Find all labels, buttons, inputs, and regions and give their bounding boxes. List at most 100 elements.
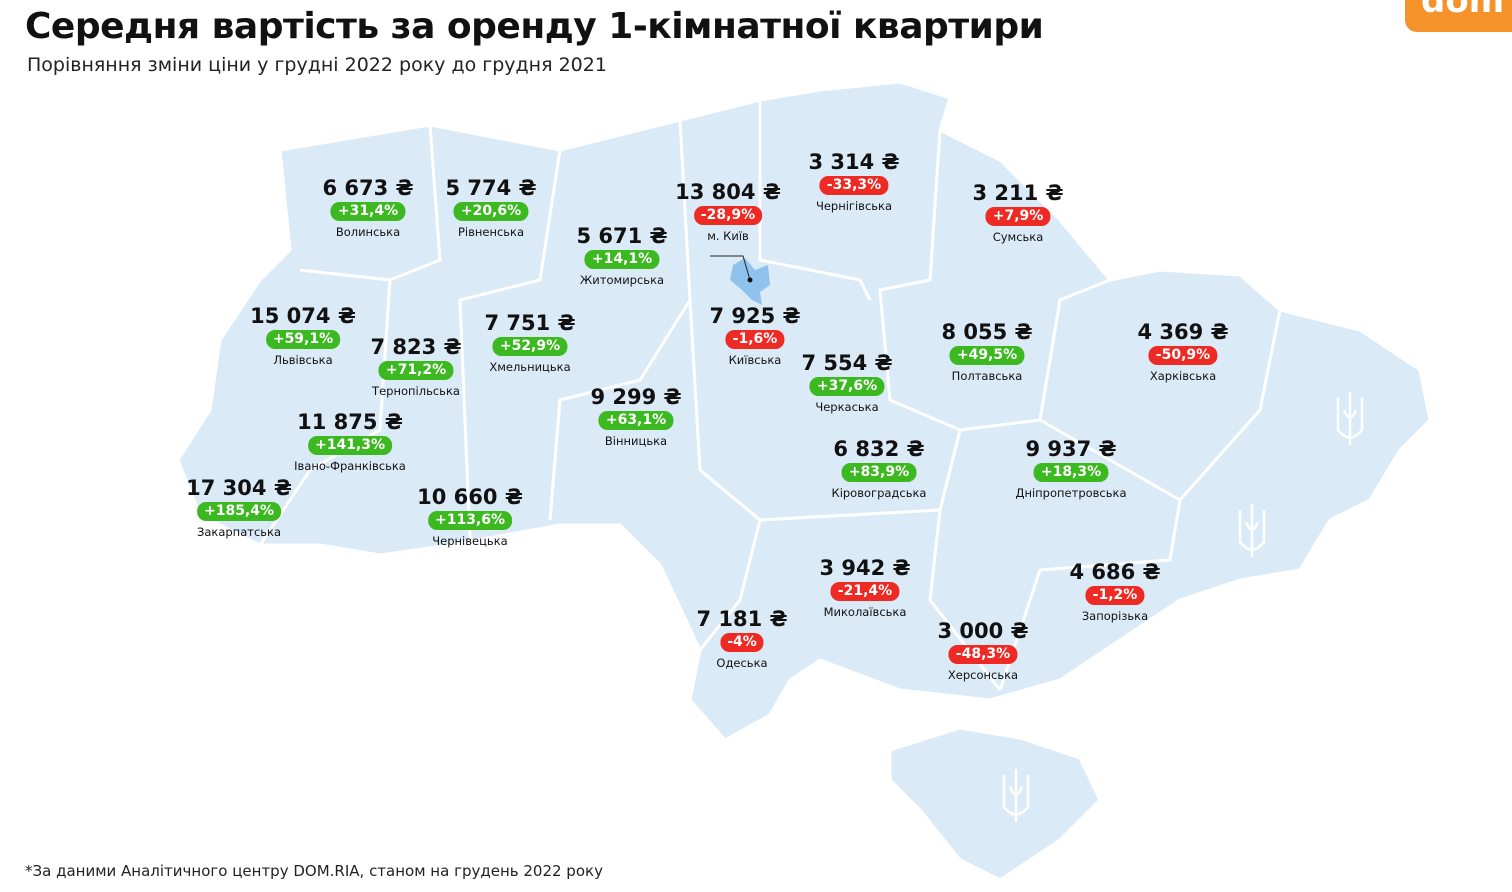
- region-label: 3 314 ₴ -33,3% Чернігівська: [808, 150, 899, 213]
- footnote: *За даними Аналітичного центру DOM.RIA, …: [25, 862, 603, 880]
- region-name: Закарпатська: [196, 525, 282, 539]
- dom-logo[interactable]: dom: [1405, 0, 1512, 32]
- change-badge: +52,9%: [492, 337, 568, 356]
- region-price: 11 875 ₴: [297, 410, 403, 434]
- change-badge: +113,6%: [427, 511, 513, 530]
- region-label: 6 832 ₴ +83,9% Кіровоградська: [832, 437, 927, 500]
- region-name: Житомирська: [579, 273, 665, 287]
- region-name: м. Київ: [707, 229, 749, 243]
- region-price: 3 942 ₴: [819, 556, 911, 580]
- region-price: 4 686 ₴: [1069, 560, 1161, 584]
- change-badge: +14,1%: [584, 250, 660, 269]
- region-price: 3 314 ₴: [808, 150, 900, 174]
- kyiv-leader-line: [710, 255, 751, 281]
- change-badge: -50,9%: [1148, 346, 1218, 365]
- region-label: 7 925 ₴ -1,6% Київська: [709, 304, 800, 367]
- change-badge: -1,6%: [725, 330, 785, 349]
- region-price: 6 832 ₴: [833, 437, 925, 461]
- region-name: Рівненська: [457, 225, 525, 239]
- region-price: 4 369 ₴: [1137, 320, 1229, 344]
- region-label: 8 055 ₴ +49,5% Полтавська: [941, 320, 1032, 383]
- region-price: 7 181 ₴: [696, 607, 788, 631]
- region-label: 9 299 ₴ +63,1% Вінницька: [590, 385, 681, 448]
- page-subtitle: Порівняння зміни ціни у грудні 2022 року…: [27, 54, 607, 76]
- change-badge: +49,5%: [949, 346, 1025, 365]
- region-price: 3 000 ₴: [937, 619, 1029, 643]
- region-name: Херсонська: [947, 668, 1019, 682]
- region-name: Полтавська: [951, 369, 1023, 383]
- region-price: 9 937 ₴: [1025, 437, 1117, 461]
- region-name: Івано-Франківська: [294, 459, 406, 473]
- kyiv-dot: [747, 277, 753, 283]
- region-name: Львівська: [273, 353, 333, 367]
- change-badge: +141,3%: [307, 436, 393, 455]
- region-price: 3 211 ₴: [972, 181, 1064, 205]
- region-label: 7 751 ₴ +52,9% Хмельницька: [484, 311, 575, 374]
- region-name: Вінницька: [604, 434, 668, 448]
- region-price: 8 055 ₴: [941, 320, 1033, 344]
- region-name: Запорізька: [1081, 609, 1149, 623]
- region-label: 4 686 ₴ -1,2% Запорізька: [1069, 560, 1160, 623]
- change-badge: -33,3%: [819, 176, 889, 195]
- map-mainland: [176, 80, 1432, 742]
- map-crimea: [888, 726, 1102, 882]
- change-badge: +31,4%: [330, 202, 406, 221]
- page-title: Середня вартість за оренду 1-кімнатної к…: [25, 6, 1044, 47]
- region-name: Тернопільська: [372, 384, 460, 398]
- region-name: Волинська: [335, 225, 401, 239]
- region-label: 10 660 ₴ +113,6% Чернівецька: [417, 485, 523, 548]
- region-label: 3 211 ₴ +7,9% Сумська: [972, 181, 1063, 244]
- change-badge: +20,6%: [453, 202, 529, 221]
- region-name: Хмельницька: [489, 360, 571, 374]
- region-price: 5 774 ₴: [445, 176, 537, 200]
- change-badge: -1,2%: [1085, 586, 1145, 605]
- region-label: 13 804 ₴ -28,9% м. Київ: [675, 180, 781, 243]
- region-name: Чернігівська: [815, 199, 893, 213]
- region-price: 13 804 ₴: [675, 180, 781, 204]
- change-badge: -21,4%: [830, 582, 900, 601]
- region-name: Сумська: [992, 230, 1044, 244]
- change-badge: +59,1%: [265, 330, 341, 349]
- region-label: 11 875 ₴ +141,3% Івано-Франківська: [294, 410, 406, 473]
- region-name: Черкаська: [815, 400, 879, 414]
- region-price: 7 925 ₴: [709, 304, 801, 328]
- region-label: 3 000 ₴ -48,3% Херсонська: [937, 619, 1028, 682]
- change-badge: +7,9%: [985, 207, 1051, 226]
- change-badge: +71,2%: [378, 361, 454, 380]
- region-price: 10 660 ₴: [417, 485, 523, 509]
- change-badge: +83,9%: [841, 463, 917, 482]
- region-name: Чернівецька: [432, 534, 508, 548]
- change-badge: +18,3%: [1033, 463, 1109, 482]
- trident-icon: [1002, 769, 1030, 822]
- region-label: 5 774 ₴ +20,6% Рівненська: [445, 176, 536, 239]
- region-label: 3 942 ₴ -21,4% Миколаївська: [819, 556, 910, 619]
- change-badge: -28,9%: [693, 206, 763, 225]
- region-label: 5 671 ₴ +14,1% Житомирська: [576, 224, 667, 287]
- region-price: 9 299 ₴: [590, 385, 682, 409]
- change-badge: -4%: [720, 633, 764, 652]
- region-price: 6 673 ₴: [322, 176, 414, 200]
- region-name: Кіровоградська: [831, 486, 927, 500]
- change-badge: +63,1%: [598, 411, 674, 430]
- region-label: 7 823 ₴ +71,2% Тернопільська: [370, 335, 461, 398]
- region-price: 17 304 ₴: [186, 476, 292, 500]
- region-label: 9 937 ₴ +18,3% Дніпропетровська: [1015, 437, 1126, 500]
- region-price: 7 751 ₴: [484, 311, 576, 335]
- region-label: 7 554 ₴ +37,6% Черкаська: [801, 351, 892, 414]
- region-label: 17 304 ₴ +185,4% Закарпатська: [186, 476, 292, 539]
- change-badge: +37,6%: [809, 377, 885, 396]
- region-price: 7 554 ₴: [801, 351, 893, 375]
- region-name: Харківська: [1149, 369, 1217, 383]
- region-name: Одеська: [716, 656, 768, 670]
- region-price: 7 823 ₴: [370, 335, 462, 359]
- region-name: Київська: [728, 353, 782, 367]
- change-badge: -48,3%: [948, 645, 1018, 664]
- region-label: 4 369 ₴ -50,9% Харківська: [1137, 320, 1228, 383]
- region-label: 7 181 ₴ -4% Одеська: [696, 607, 787, 670]
- trident-icon: [1238, 504, 1266, 557]
- region-label: 15 074 ₴ +59,1% Львівська: [250, 304, 356, 367]
- region-name: Дніпропетровська: [1015, 486, 1127, 500]
- change-badge: +185,4%: [196, 502, 282, 521]
- region-name: Миколаївська: [823, 605, 907, 619]
